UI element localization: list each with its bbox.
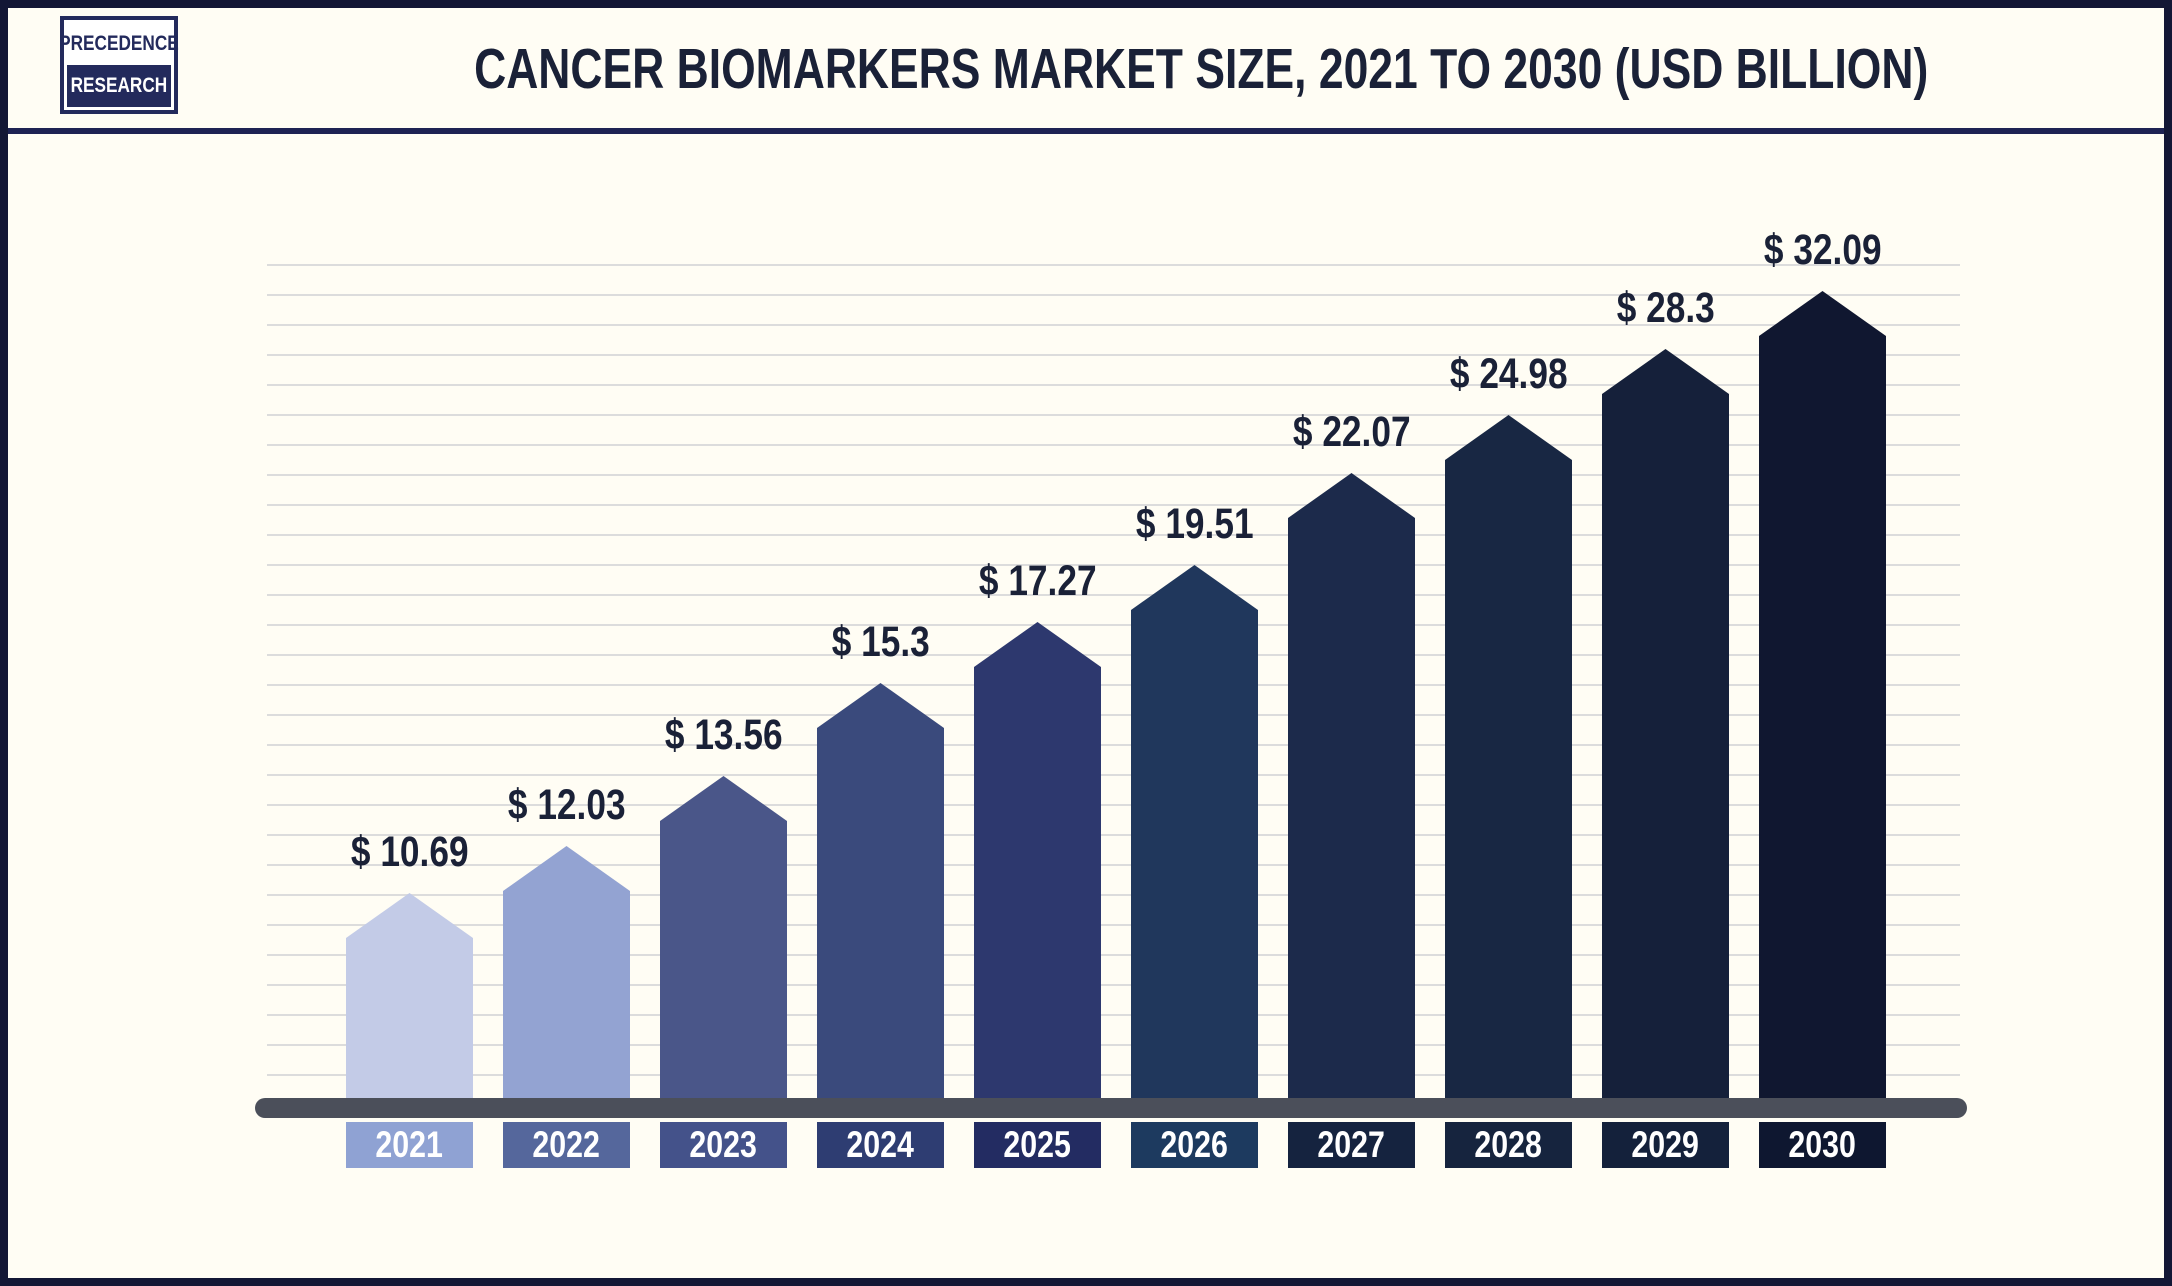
year-chip-2025: 2025 (974, 1122, 1101, 1168)
year-chip-2027: 2027 (1288, 1122, 1415, 1168)
value-label-text: $ 15.3 (831, 618, 930, 666)
year-chip-text: 2025 (1003, 1124, 1072, 1165)
header-divider (8, 128, 2164, 134)
year-chip-text: 2023 (689, 1124, 758, 1165)
year-chip-text: 2029 (1631, 1124, 1700, 1165)
header: PRECEDENCE RESEARCH CANCER BIOMARKERS MA… (8, 8, 2164, 128)
value-label-text: $ 10.69 (350, 828, 469, 876)
year-chip-text: 2024 (846, 1124, 915, 1165)
year-chip-text: 2028 (1474, 1124, 1543, 1165)
year-chip-2023: 2023 (660, 1122, 787, 1168)
bar-2025 (974, 622, 1101, 1116)
year-chip-2022: 2022 (503, 1122, 630, 1168)
logo-line2: RESEARCH (67, 65, 171, 107)
year-chip-2029: 2029 (1602, 1122, 1729, 1168)
year-chip-text: 2021 (375, 1124, 444, 1165)
value-label-text: $ 12.03 (507, 781, 626, 829)
bar-2028 (1445, 415, 1572, 1116)
value-label-text: $ 13.56 (664, 711, 783, 759)
value-label-text: $ 22.07 (1292, 408, 1411, 456)
x-axis-line (255, 1098, 1967, 1118)
value-label-text: $ 28.3 (1616, 284, 1715, 332)
value-label-2027: $ 22.07 (1232, 407, 1472, 457)
value-label-2024: $ 15.3 (761, 617, 1001, 667)
precedence-research-logo: PRECEDENCE RESEARCH (59, 16, 179, 114)
value-label-2030: $ 32.09 (1703, 225, 1943, 275)
bar-2029 (1602, 349, 1729, 1116)
page-title: CANCER BIOMARKERS MARKET SIZE, 2021 TO 2… (298, 8, 2104, 130)
value-label-2029: $ 28.3 (1546, 283, 1786, 333)
value-label-2021: $ 10.69 (290, 827, 530, 877)
year-chip-2024: 2024 (817, 1122, 944, 1168)
bar-2024 (817, 683, 944, 1116)
bar-2021 (346, 893, 473, 1116)
year-chip-2028: 2028 (1445, 1122, 1572, 1168)
value-label-2023: $ 13.56 (604, 710, 844, 760)
value-label-2028: $ 24.98 (1389, 349, 1629, 399)
value-label-text: $ 24.98 (1449, 350, 1568, 398)
year-chip-2021: 2021 (346, 1122, 473, 1168)
value-label-text: $ 17.27 (978, 557, 1097, 605)
value-label-text: $ 19.51 (1135, 500, 1254, 548)
bar-2030 (1759, 291, 1886, 1116)
logo-line1: PRECEDENCE (59, 23, 179, 65)
bar-2022 (503, 846, 630, 1116)
year-chip-text: 2022 (532, 1124, 601, 1165)
bar-2026 (1131, 565, 1258, 1116)
year-chip-text: 2027 (1317, 1124, 1386, 1165)
logo-line1-text: PRECEDENCE (59, 32, 179, 55)
year-chip-text: 2026 (1160, 1124, 1229, 1165)
chart-canvas: PRECEDENCE RESEARCH CANCER BIOMARKERS MA… (8, 8, 2164, 1278)
bar-2023 (660, 776, 787, 1116)
chart-area: $ 10.69 2021 $ 12.03 2022 $ 13.56 2023 $ 15.3 2… (8, 8, 2164, 1278)
year-chip-2026: 2026 (1131, 1122, 1258, 1168)
logo-line2-text: RESEARCH (70, 74, 168, 97)
year-chip-text: 2030 (1788, 1124, 1857, 1165)
value-label-2022: $ 12.03 (447, 780, 687, 830)
value-label-2025: $ 17.27 (918, 556, 1158, 606)
value-label-text: $ 32.09 (1763, 226, 1882, 274)
year-chip-2030: 2030 (1759, 1122, 1886, 1168)
value-label-2026: $ 19.51 (1075, 499, 1315, 549)
bar-2027 (1288, 473, 1415, 1116)
page-title-text: CANCER BIOMARKERS MARKET SIZE, 2021 TO 2… (473, 37, 1929, 101)
